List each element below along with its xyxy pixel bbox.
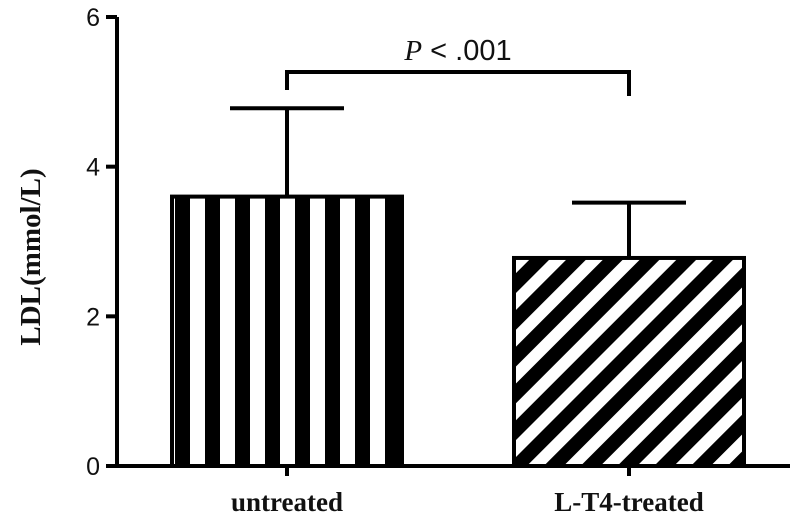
bar-untreated xyxy=(170,194,404,468)
bar-l-t4-treated xyxy=(512,255,746,469)
y-tick-label: 0 xyxy=(86,453,100,481)
x-category-label: untreated xyxy=(231,487,343,517)
y-tick-label: 4 xyxy=(86,154,100,182)
p-value: < .001 xyxy=(422,35,512,67)
error-bars xyxy=(230,106,686,258)
significance-annotation: P < .001 xyxy=(285,35,631,96)
y-tick-label: 2 xyxy=(86,303,100,331)
significance-bracket xyxy=(285,70,631,96)
bars xyxy=(170,194,746,469)
p-symbol: P xyxy=(403,35,422,67)
y-axis-label: LDL(mmol/L) xyxy=(15,168,47,345)
y-tick-label: 6 xyxy=(86,4,100,32)
x-category-label: L-T4-treated xyxy=(554,487,703,517)
significance-label: P < .001 xyxy=(403,35,511,67)
